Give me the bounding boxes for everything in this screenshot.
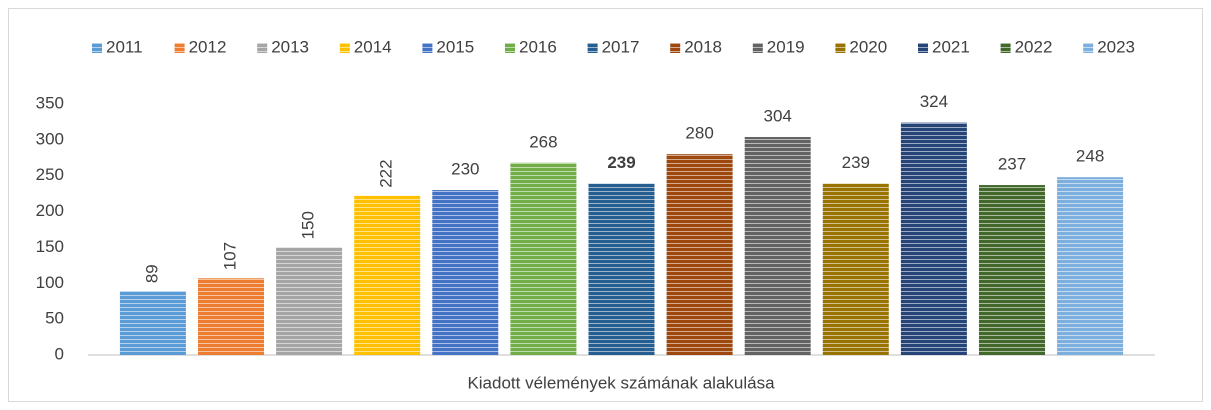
data-label: 239 [607,153,635,172]
bar [432,190,499,355]
bar [354,195,421,355]
bar [119,291,186,355]
data-label: 304 [764,106,792,125]
bar [276,247,343,355]
legend-label: 2019 [767,37,805,56]
bar [979,185,1045,355]
legend-swatch [174,43,185,53]
legend-label: 2014 [354,37,392,56]
bar [198,278,264,355]
legend-swatch [918,43,928,53]
legend-label: 2016 [519,37,557,56]
legend-swatch [1083,43,1094,53]
y-tick-label: 250 [36,165,64,184]
legend-label: 2022 [1015,37,1053,56]
bar [1057,177,1124,355]
y-tick-label: 0 [55,344,64,363]
bar [666,154,733,355]
data-label: 280 [685,124,713,143]
data-label: 230 [451,160,479,179]
y-tick-label: 300 [36,129,64,148]
data-label: 248 [1076,147,1104,166]
y-tick-label: 150 [36,237,64,256]
data-label: 268 [529,132,557,151]
legend-swatch [422,43,433,53]
legend-label: 2018 [684,37,722,56]
data-label: 324 [920,92,948,111]
bar [900,122,967,355]
bar [822,183,889,355]
legend-swatch [587,43,598,53]
y-tick-label: 50 [45,309,64,328]
legend-swatch [339,43,350,53]
bar [588,183,655,355]
legend-swatch [670,43,681,53]
data-label: 107 [220,242,239,270]
legend-swatch [752,43,763,53]
x-category-label: Kiadott vélemények számának alakulása [467,373,775,392]
legend-swatch [505,43,515,53]
legend-label: 2011 [106,37,143,56]
legend-label: 2023 [1097,37,1135,56]
legend-label: 2012 [189,37,227,56]
data-label: 89 [142,264,161,283]
data-label: 150 [299,211,318,239]
data-label: 222 [377,159,396,187]
legend-label: 2021 [932,37,970,56]
legend-swatch [92,43,102,53]
legend-swatch [1000,43,1011,53]
bar [510,162,577,355]
data-label: 237 [998,155,1026,174]
data-label: 239 [842,153,870,172]
legend-swatch [835,43,846,53]
legend-label: 2017 [602,37,640,56]
legend-label: 2013 [271,37,309,56]
bar [744,136,811,355]
legend-label: 2020 [849,37,887,56]
legend-swatch [257,43,268,53]
y-tick-label: 200 [36,201,64,220]
y-tick-label: 100 [36,273,64,292]
y-tick-label: 350 [36,93,64,112]
legend-label: 2015 [436,37,474,56]
